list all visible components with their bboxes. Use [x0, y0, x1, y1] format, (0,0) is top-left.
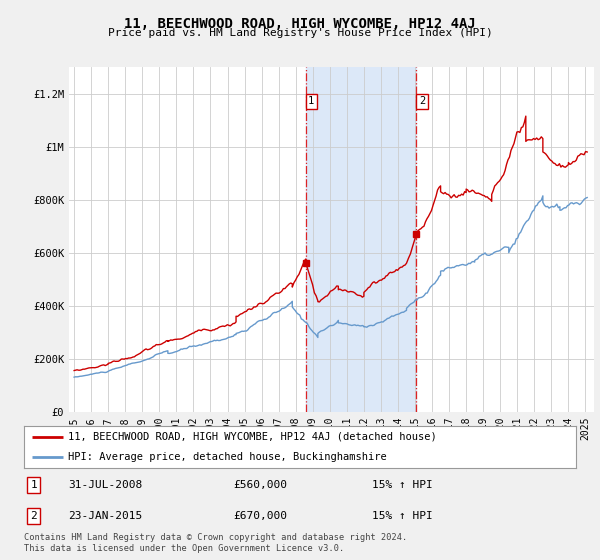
- Text: 11, BEECHWOOD ROAD, HIGH WYCOMBE, HP12 4AJ: 11, BEECHWOOD ROAD, HIGH WYCOMBE, HP12 4…: [124, 17, 476, 31]
- Bar: [305, 67, 416, 412]
- Text: 11, BEECHWOOD ROAD, HIGH WYCOMBE, HP12 4AJ (detached house): 11, BEECHWOOD ROAD, HIGH WYCOMBE, HP12 4…: [68, 432, 437, 442]
- Text: Contains HM Land Registry data © Crown copyright and database right 2024.
This d: Contains HM Land Registry data © Crown c…: [24, 533, 407, 553]
- Text: £560,000: £560,000: [234, 480, 288, 490]
- Text: 31-JUL-2008: 31-JUL-2008: [68, 480, 142, 490]
- Text: 2: 2: [31, 511, 37, 521]
- Text: 15% ↑ HPI: 15% ↑ HPI: [372, 480, 433, 490]
- Text: 1: 1: [31, 480, 37, 490]
- Text: Price paid vs. HM Land Registry's House Price Index (HPI): Price paid vs. HM Land Registry's House …: [107, 28, 493, 38]
- Text: 1: 1: [308, 96, 314, 106]
- Text: 2: 2: [419, 96, 425, 106]
- Text: HPI: Average price, detached house, Buckinghamshire: HPI: Average price, detached house, Buck…: [68, 452, 387, 462]
- Text: 23-JAN-2015: 23-JAN-2015: [68, 511, 142, 521]
- Text: 15% ↑ HPI: 15% ↑ HPI: [372, 511, 433, 521]
- Text: £670,000: £670,000: [234, 511, 288, 521]
